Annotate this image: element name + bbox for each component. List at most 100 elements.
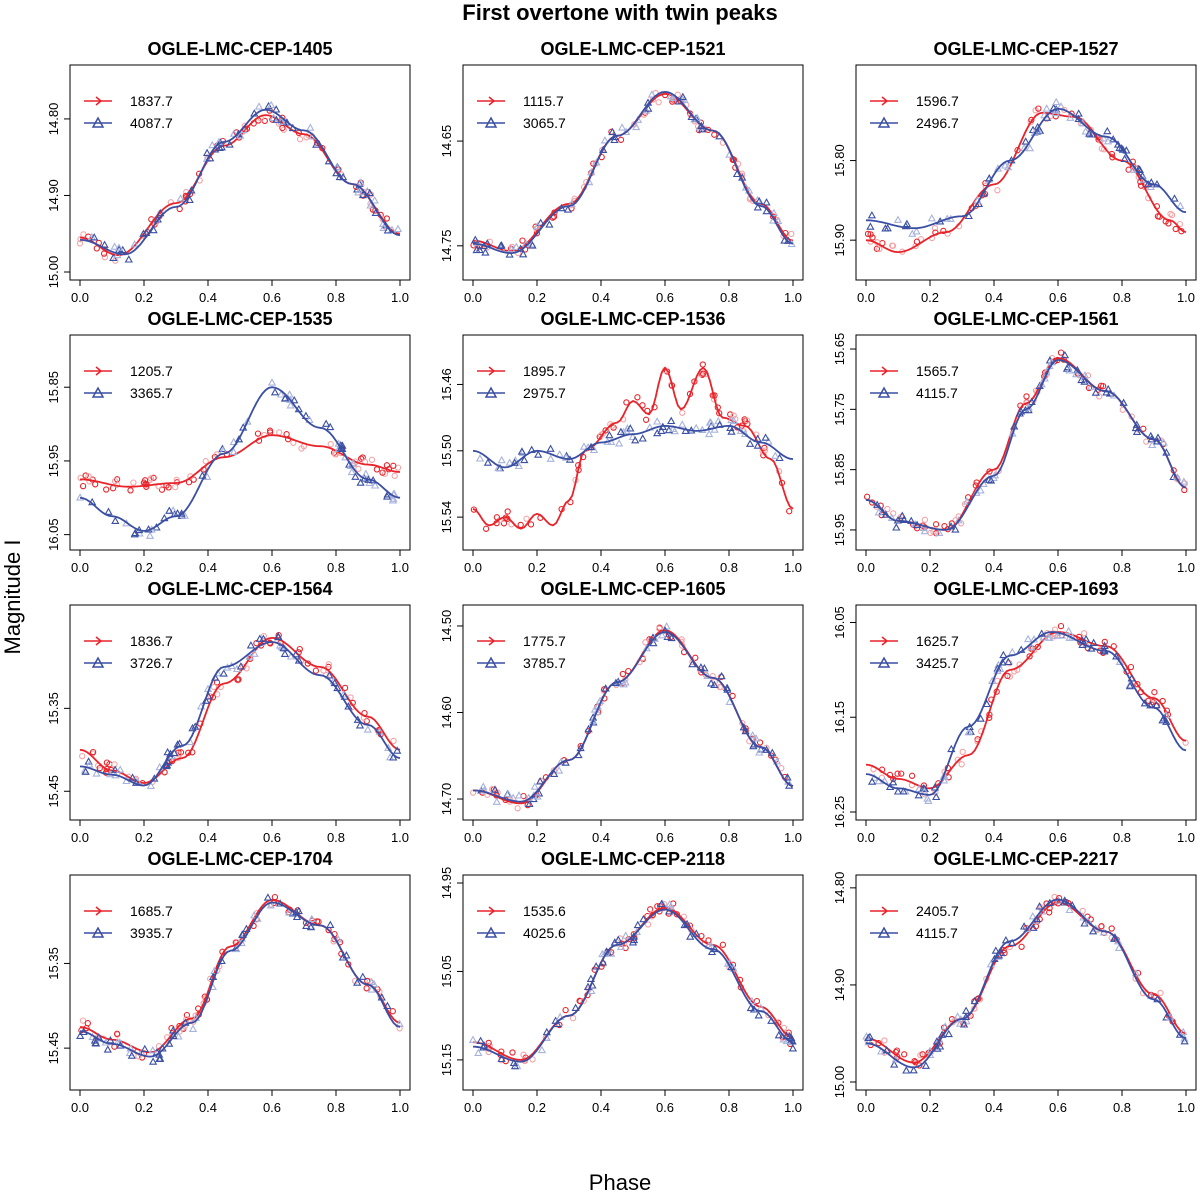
- data-point: [150, 774, 159, 782]
- data-point: [389, 1008, 396, 1015]
- data-point: [389, 494, 398, 502]
- y-tick-label: 14.60: [439, 696, 454, 729]
- x-tick-label: 0.0: [71, 1100, 89, 1115]
- data-point: [869, 234, 876, 241]
- data-point: [623, 399, 630, 406]
- data-point: [1179, 1027, 1188, 1036]
- fit-curve: [472, 90, 794, 255]
- panel-8: OGLE-LMC-CEP-1605 0.0 0.2 0.4 0.6 0.8 1.0 14.50…: [439, 579, 804, 845]
- data-point: [889, 777, 898, 786]
- data-point: [127, 487, 134, 494]
- y-tick-label: 15.90: [832, 224, 847, 257]
- x-tick-label: 1.0: [391, 290, 409, 305]
- x-tick-label: 0.8: [720, 560, 738, 575]
- data-point: [893, 787, 903, 795]
- y-tick-label: 15.50: [439, 435, 454, 468]
- data-point: [162, 761, 171, 770]
- legend-marker: [488, 366, 496, 376]
- data-point: [165, 484, 172, 491]
- x-tick-label: 0.6: [1049, 830, 1067, 845]
- data-point: [704, 429, 714, 438]
- data-point: [106, 1035, 115, 1044]
- x-tick-label: 0.2: [921, 290, 939, 305]
- x-tick-label: 1.0: [1177, 290, 1195, 305]
- data-point: [1021, 137, 1030, 145]
- data-point: [619, 670, 627, 678]
- data-point: [139, 229, 148, 237]
- data-point: [325, 671, 334, 679]
- data-point: [986, 476, 996, 484]
- data-point: [1134, 681, 1141, 688]
- data-point: [727, 411, 734, 418]
- data-point: [1064, 626, 1073, 635]
- data-point: [747, 996, 757, 1005]
- data-point: [1161, 710, 1171, 719]
- data-point: [1079, 913, 1088, 921]
- data-point: [788, 230, 795, 238]
- data-point: [480, 786, 489, 794]
- x-tick-label: 0.6: [1049, 290, 1067, 305]
- data-point: [932, 521, 940, 528]
- data-point: [116, 765, 125, 773]
- data-point: [546, 444, 555, 452]
- y-tick-label: 15.95: [832, 514, 847, 547]
- x-tick-label: 0.2: [528, 830, 546, 845]
- data-point: [1066, 113, 1075, 121]
- data-point: [1125, 681, 1135, 690]
- data-point: [1176, 201, 1185, 209]
- legend-marker: [881, 906, 889, 916]
- y-tick-label: 15.35: [46, 692, 61, 725]
- data-point: [229, 447, 238, 456]
- data-point: [600, 136, 610, 144]
- y-tick-label: 14.95: [439, 867, 454, 900]
- data-point: [514, 791, 524, 799]
- panel-title: OGLE-LMC-CEP-1536: [540, 309, 725, 329]
- panel-9: OGLE-LMC-CEP-1693 0.0 0.2 0.4 0.6 0.8 1.0 16.05…: [832, 579, 1197, 845]
- data-point: [312, 667, 320, 674]
- data-point: [111, 516, 120, 524]
- y-tick-label: 16.05: [832, 606, 847, 639]
- data-point: [163, 747, 172, 756]
- data-point: [864, 1037, 873, 1046]
- data-point: [1103, 136, 1113, 145]
- data-point: [358, 972, 367, 980]
- data-point: [327, 441, 334, 448]
- data-point: [254, 430, 262, 437]
- data-point: [617, 123, 627, 131]
- data-point: [628, 938, 638, 946]
- panel-title: OGLE-LMC-CEP-1564: [147, 579, 332, 599]
- data-point: [512, 242, 521, 250]
- data-point: [1042, 104, 1051, 112]
- data-point: [1065, 905, 1074, 914]
- data-point: [1080, 919, 1089, 927]
- legend-marker: [484, 926, 498, 938]
- legend-label: 1115.7: [523, 93, 564, 109]
- legend-marker: [484, 656, 498, 668]
- x-tick-label: 0.4: [985, 560, 1003, 575]
- data-point: [81, 767, 90, 775]
- data-point: [90, 233, 99, 241]
- x-tick-label: 0.2: [135, 560, 153, 575]
- x-tick-label: 0.6: [1049, 1100, 1067, 1115]
- data-point: [638, 434, 647, 442]
- data-point: [242, 924, 251, 932]
- data-point: [1026, 653, 1033, 660]
- data-point: [238, 930, 247, 938]
- legend-label: 1837.7: [130, 93, 173, 109]
- data-point: [190, 476, 197, 483]
- data-point: [876, 1047, 886, 1055]
- data-point: [128, 773, 137, 781]
- data-point: [621, 931, 630, 939]
- data-point: [1081, 127, 1090, 135]
- data-point: [519, 249, 528, 258]
- data-point: [286, 401, 295, 409]
- data-point: [1099, 134, 1108, 142]
- data-point: [103, 1045, 112, 1053]
- data-point: [202, 458, 209, 465]
- data-point: [546, 454, 555, 462]
- data-point: [717, 671, 726, 680]
- data-point: [246, 641, 256, 649]
- plot-frame: [69, 874, 411, 1091]
- data-point: [130, 239, 139, 248]
- data-point: [657, 899, 666, 908]
